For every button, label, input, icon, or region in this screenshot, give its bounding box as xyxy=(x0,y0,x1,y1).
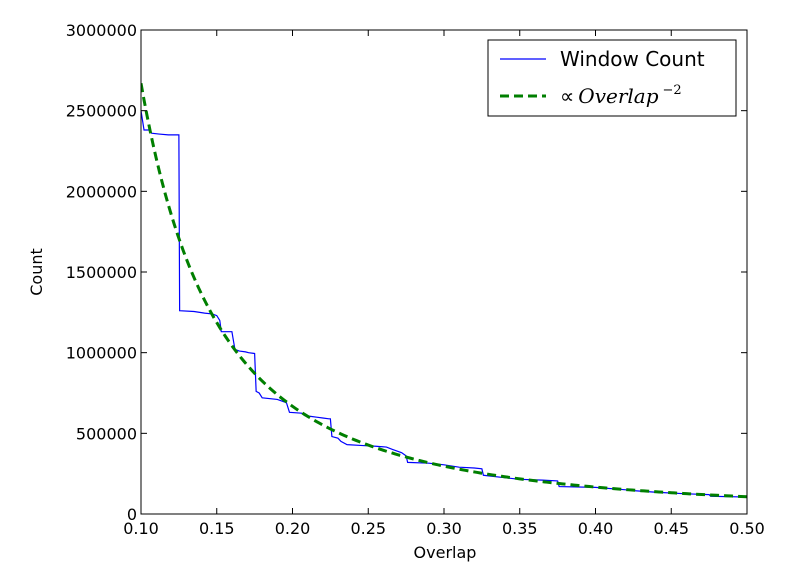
series-window-count xyxy=(141,110,747,498)
plot-content xyxy=(141,82,747,499)
legend-box xyxy=(487,39,737,117)
legend-fit-label: Overlap xyxy=(578,84,658,108)
y-tick-label: 2500000 xyxy=(66,102,137,121)
legend-fit-exponent: −2 xyxy=(663,83,682,98)
x-tick-label: 0.10 xyxy=(123,519,159,538)
y-axis-label: Count xyxy=(27,248,46,296)
x-tick-label: 0.40 xyxy=(578,519,614,538)
legend: Window Count ∝ Overlap −2 xyxy=(487,39,737,117)
axis-ticks: 0.10 0.15 0.20 0.25 0.30 0.35 0.40 0.45 0.50 0 500… xyxy=(66,21,765,538)
x-tick-label: 0.30 xyxy=(426,519,462,538)
y-tick-label: 3000000 xyxy=(66,21,137,40)
legend-label-window-count: Window Count xyxy=(560,47,705,71)
legend-fit-prefix: ∝ xyxy=(560,84,574,108)
x-tick-label: 0.35 xyxy=(502,519,538,538)
y-tick-label: 2000000 xyxy=(66,182,137,201)
x-tick-label: 0.20 xyxy=(275,519,311,538)
series-overlap-fit xyxy=(141,82,747,499)
x-tick-label: 0.25 xyxy=(350,519,386,538)
y-tick-label: 500000 xyxy=(76,424,137,443)
x-tick-label: 0.45 xyxy=(653,519,689,538)
x-tick-label: 0.50 xyxy=(729,519,765,538)
legend-label-fit: ∝ Overlap −2 xyxy=(560,83,682,108)
plot-frame xyxy=(140,29,748,515)
y-tick-label: 1000000 xyxy=(66,344,137,363)
x-tick-label: 0.15 xyxy=(199,519,235,538)
x-axis-label: Overlap xyxy=(414,543,477,562)
y-tick-label: 0 xyxy=(127,505,137,524)
y-tick-label: 1500000 xyxy=(66,263,137,282)
